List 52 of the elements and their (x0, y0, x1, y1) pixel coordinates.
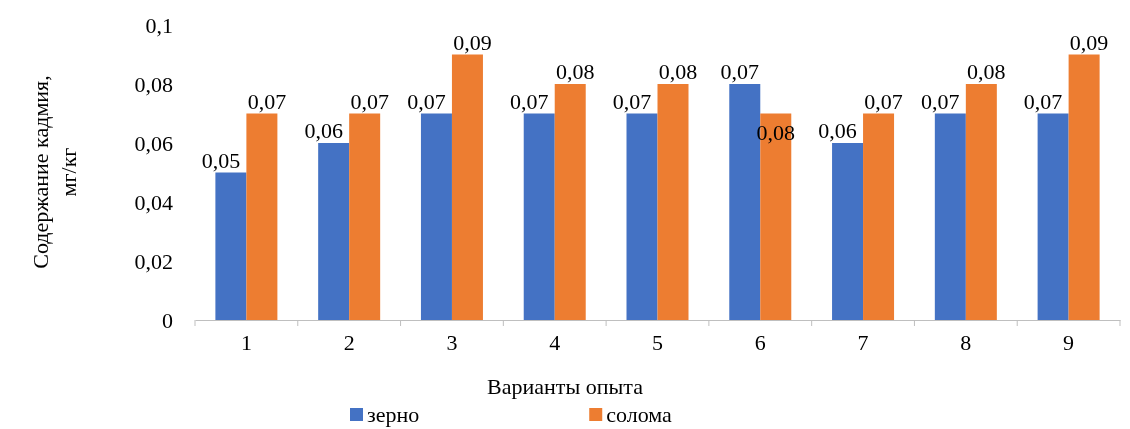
bar (1037, 113, 1069, 320)
data-label: 0,07 (247, 88, 287, 114)
bar (657, 84, 689, 320)
y-tick-label: 0,08 (134, 71, 173, 97)
y-tick-label: 0,06 (134, 130, 173, 156)
data-label: 0,08 (658, 59, 698, 84)
bar (523, 113, 555, 320)
data-label: 0,07 (509, 88, 549, 114)
bar (1068, 54, 1100, 320)
bar (934, 113, 966, 320)
x-tick-label: 1 (240, 329, 252, 355)
y-tick-label: 0,02 (134, 248, 173, 274)
data-label: 0,08 (555, 59, 595, 84)
data-label: 0,07 (1023, 88, 1063, 114)
data-label: 0,07 (407, 88, 446, 114)
x-tick-label: 6 (754, 329, 766, 355)
y-tick-label: 0,1 (145, 12, 173, 38)
x-tick-label: 3 (446, 329, 458, 355)
y-tick-label: 0 (162, 307, 173, 333)
bar (863, 113, 895, 320)
x-tick-label: 9 (1063, 329, 1075, 355)
data-label: 0,09 (453, 29, 492, 55)
x-axis-title: Варианты опыта (487, 374, 644, 399)
x-tick-label: 5 (652, 329, 663, 355)
data-label: 0,07 (864, 88, 903, 114)
x-tick-label: 8 (960, 329, 972, 355)
bar (215, 172, 247, 320)
data-label: 0,05 (201, 147, 241, 173)
data-label: 0,07 (921, 88, 960, 114)
bar (420, 113, 452, 320)
data-label: 0,07 (350, 88, 389, 114)
bar (554, 84, 586, 320)
bar (832, 143, 864, 320)
data-label: 0,06 (818, 118, 857, 143)
legend-label: зерно (367, 402, 420, 427)
bar (626, 113, 658, 320)
bar (349, 113, 381, 320)
data-label: 0,08 (967, 59, 1006, 84)
x-tick-label: 2 (343, 329, 355, 355)
y-axis-title: Содержание кадмия, мг/кг (28, 75, 81, 269)
y-tick-label: 0,04 (134, 189, 173, 215)
x-tick-label: 7 (857, 329, 869, 355)
bar (246, 113, 278, 320)
data-label: 0,06 (304, 118, 343, 143)
x-tick-label: 4 (549, 329, 561, 355)
annotation: 0,07 (720, 59, 760, 84)
data-label: 0,09 (1069, 29, 1109, 55)
data-label: 0,07 (612, 88, 652, 114)
bar (965, 84, 997, 320)
legend-label: солома (606, 402, 673, 427)
bar (318, 143, 350, 320)
bar (451, 54, 483, 320)
